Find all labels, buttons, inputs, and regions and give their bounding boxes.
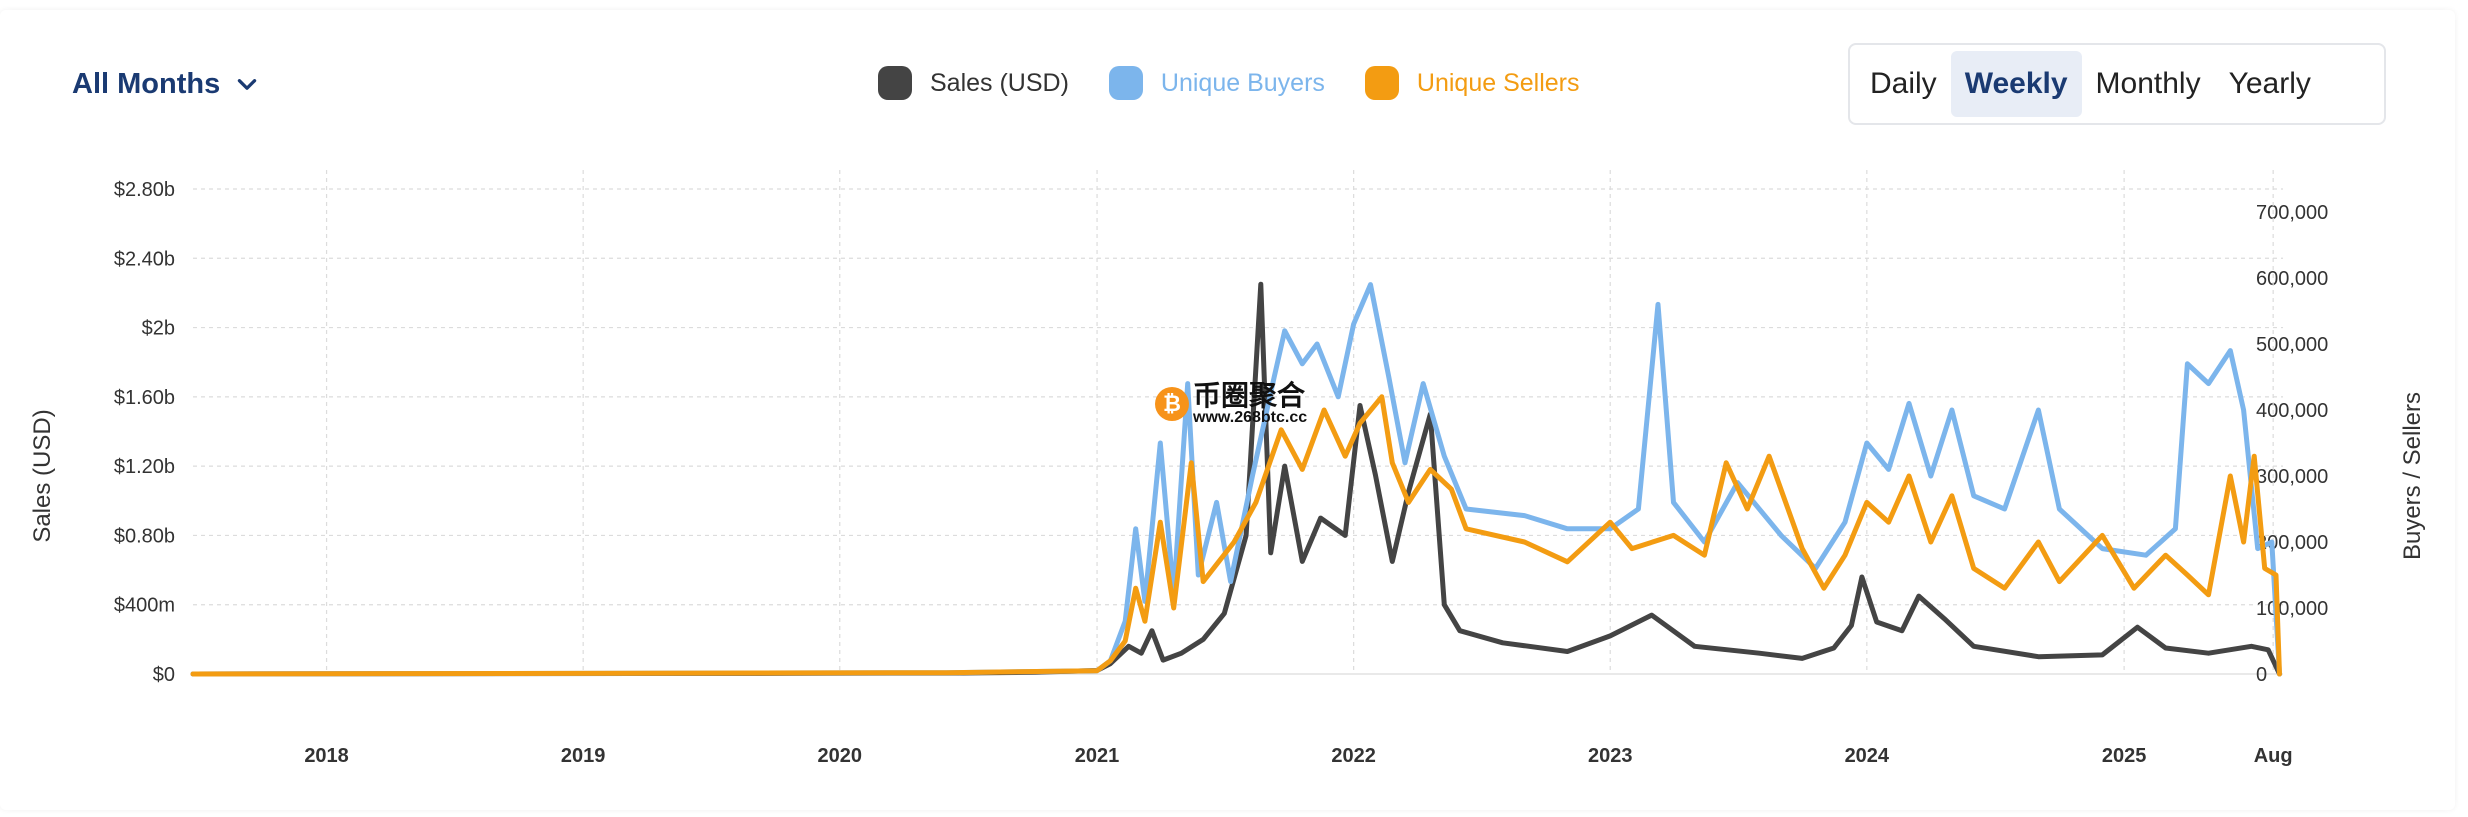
watermark-url: www.268btc.cc xyxy=(1193,409,1308,426)
series-line-sales xyxy=(190,281,2282,677)
x-tick-label: Aug xyxy=(2254,745,2293,767)
y-right-tick-label: 0 xyxy=(2256,664,2267,686)
chevron-down-icon xyxy=(237,78,257,90)
x-tick-label: 2023 xyxy=(1588,745,1633,767)
period-button-weekly[interactable]: Weekly xyxy=(1950,51,2082,117)
legend-item-sales[interactable]: Sales (USD) xyxy=(878,66,1069,100)
y-left-tick-label: $0.80b xyxy=(114,525,175,547)
y-right-axis-title: Buyers / Sellers xyxy=(2399,392,2426,560)
period-button-daily[interactable]: Daily xyxy=(1870,67,1937,100)
y-left-tick-label: $1.20b xyxy=(114,456,175,478)
x-tick-label: 2020 xyxy=(818,745,863,767)
bitcoin-icon: ₿ xyxy=(1155,387,1189,421)
period-button-monthly[interactable]: Monthly xyxy=(2095,67,2201,100)
legend-swatch-buyers xyxy=(1108,66,1143,100)
chart-card xyxy=(0,10,2455,810)
legend-label-buyers: Unique Buyers xyxy=(1160,68,1325,97)
x-tick-label: 2025 xyxy=(2102,745,2147,767)
period-button-yearly[interactable]: Yearly xyxy=(2228,67,2311,100)
watermark-title: 币圈聚合 xyxy=(1193,379,1306,412)
y-right-tick-label: 300,000 xyxy=(2256,466,2328,488)
x-tick-label: 2022 xyxy=(1331,745,1376,767)
y-left-axis-title: Sales (USD) xyxy=(29,409,56,542)
y-left-tick-label: $2.40b xyxy=(114,248,175,270)
y-right-tick-label: 500,000 xyxy=(2256,334,2328,356)
chart-legend: Sales (USD) Unique Buyers Unique Sellers xyxy=(878,66,1580,100)
x-tick-label: 2018 xyxy=(304,745,349,767)
y-left-tick-label: $0 xyxy=(153,664,175,686)
legend-item-sellers[interactable]: Unique Sellers xyxy=(1364,66,1580,100)
y-left-tick-label: $1.60b xyxy=(114,387,175,409)
legend-label-sales: Sales (USD) xyxy=(930,68,1069,97)
watermark-logo: ₿ 币圈聚合 www.268btc.cc xyxy=(1155,382,1307,426)
y-left-tick-label: $2b xyxy=(142,318,175,340)
y-right-tick-label: 700,000 xyxy=(2256,202,2328,224)
legend-label-sellers: Unique Sellers xyxy=(1416,68,1580,97)
legend-swatch-sales xyxy=(878,66,912,100)
y-left-tick-label: $400m xyxy=(114,595,175,617)
y-right-tick-label: 600,000 xyxy=(2256,268,2328,290)
legend-item-buyers[interactable]: Unique Buyers xyxy=(1108,66,1325,100)
x-tick-label: 2021 xyxy=(1075,745,1120,767)
x-tick-label: 2019 xyxy=(561,745,606,767)
y-right-tick-label: 400,000 xyxy=(2256,400,2328,422)
months-dropdown-label: All Months xyxy=(72,68,221,100)
legend-swatch-sellers xyxy=(1364,66,1399,100)
period-toggle-group: Daily Weekly Monthly Yearly xyxy=(1848,43,2386,125)
y-right-tick-label: 100,000 xyxy=(2256,598,2328,620)
series-line-buyers xyxy=(190,282,2282,677)
months-dropdown[interactable]: All Months xyxy=(72,68,260,101)
series-line-sellers xyxy=(190,394,2282,677)
y-left-tick-label: $2.80b xyxy=(114,179,175,201)
x-tick-label: 2024 xyxy=(1845,745,1890,767)
